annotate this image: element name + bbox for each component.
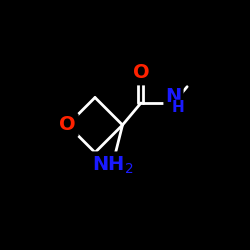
Text: O: O xyxy=(59,116,76,134)
Text: O: O xyxy=(133,64,149,82)
Text: N: N xyxy=(165,87,182,106)
Text: H: H xyxy=(172,100,185,116)
Text: NH$_2$: NH$_2$ xyxy=(92,154,133,176)
